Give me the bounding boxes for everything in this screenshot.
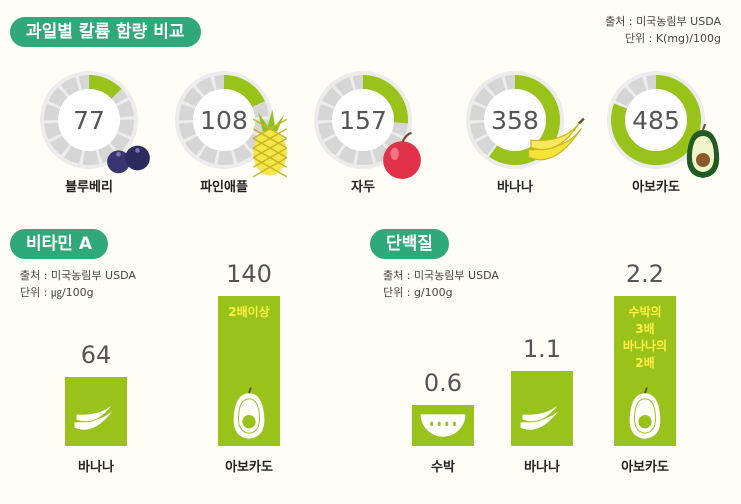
pineapple-icon [252, 109, 288, 178]
bar-value-label: 140 [226, 260, 272, 288]
potassium-source: 출처 : 미국농림부 USDA [605, 15, 721, 28]
bar [511, 371, 573, 446]
ring-value-label: 358 [491, 106, 539, 135]
bar-icon-holder [519, 395, 567, 431]
ring-value-label: 157 [339, 106, 387, 135]
bar-icon-holder [629, 387, 661, 439]
ring-category-label: 블루베리 [65, 180, 113, 195]
ring-center [193, 89, 255, 151]
bar-category-label: 아보카도 [225, 460, 273, 475]
avocado-icon [686, 123, 720, 178]
ring-center [58, 89, 120, 151]
bar-icon-holder [420, 414, 466, 437]
ring-center [625, 89, 687, 151]
ring-category-label: 자두 [351, 180, 375, 195]
banana-icon [73, 395, 121, 431]
ring-value-arc [470, 75, 560, 165]
potassium-section-title: 과일별 칼륨 함량 비교 [10, 17, 201, 47]
bar-value-label: 0.6 [423, 369, 463, 398]
watermelon-icon [420, 414, 466, 437]
blueberry-icon [107, 145, 150, 174]
protein-unit: 단위 : g/100g [383, 286, 453, 299]
bar-annotation: 2배이상 [228, 305, 270, 319]
bar-icon-holder [73, 395, 121, 431]
bar-category-label: 아보카도 [621, 460, 669, 475]
protein-source: 출처 : 미국농림부 USDA [383, 269, 499, 282]
bar [65, 377, 127, 446]
ring-value-arc [611, 75, 701, 165]
protein-section-title: 단백질 [370, 229, 449, 259]
bar-value-label: 2.2 [625, 260, 665, 288]
ring-value-arc [318, 75, 408, 165]
vitamin-a-source: 출처 : 미국농림부 USDA [20, 269, 136, 282]
ring-value-arc [179, 75, 269, 165]
bar-category-label: 바나나 [524, 460, 560, 475]
bar-category-label: 수박 [431, 460, 455, 475]
ring-value-label: 485 [632, 106, 680, 135]
plum-icon [383, 131, 421, 179]
bar-annotation: 수박의 3배 바나나의 2배 [622, 305, 668, 370]
bar-value-label: 1.1 [522, 335, 562, 363]
ring-center [332, 89, 394, 151]
avocado-icon [629, 387, 661, 439]
banana-icon [519, 395, 567, 431]
banana-icon [527, 117, 585, 161]
ring-category-label: 파인애플 [200, 180, 248, 195]
ring-center [484, 89, 546, 151]
ring-value-label: 77 [73, 106, 105, 135]
bar-category-label: 바나나 [78, 460, 114, 475]
ring-category-label: 바나나 [497, 180, 533, 195]
bar-value-label: 64 [80, 341, 112, 370]
vitamin-a-section-title: 비타민 A [10, 229, 108, 259]
bar-icon-holder [233, 387, 265, 439]
ring-category-label: 아보카도 [632, 180, 680, 195]
vitamin-a-unit: 단위 : ㎍/100g [20, 286, 94, 299]
avocado-icon [233, 387, 265, 439]
ring-value-label: 108 [200, 106, 248, 135]
ring-value-arc [44, 75, 134, 165]
potassium-unit: 단위 : K(mg)/100g [624, 32, 721, 45]
